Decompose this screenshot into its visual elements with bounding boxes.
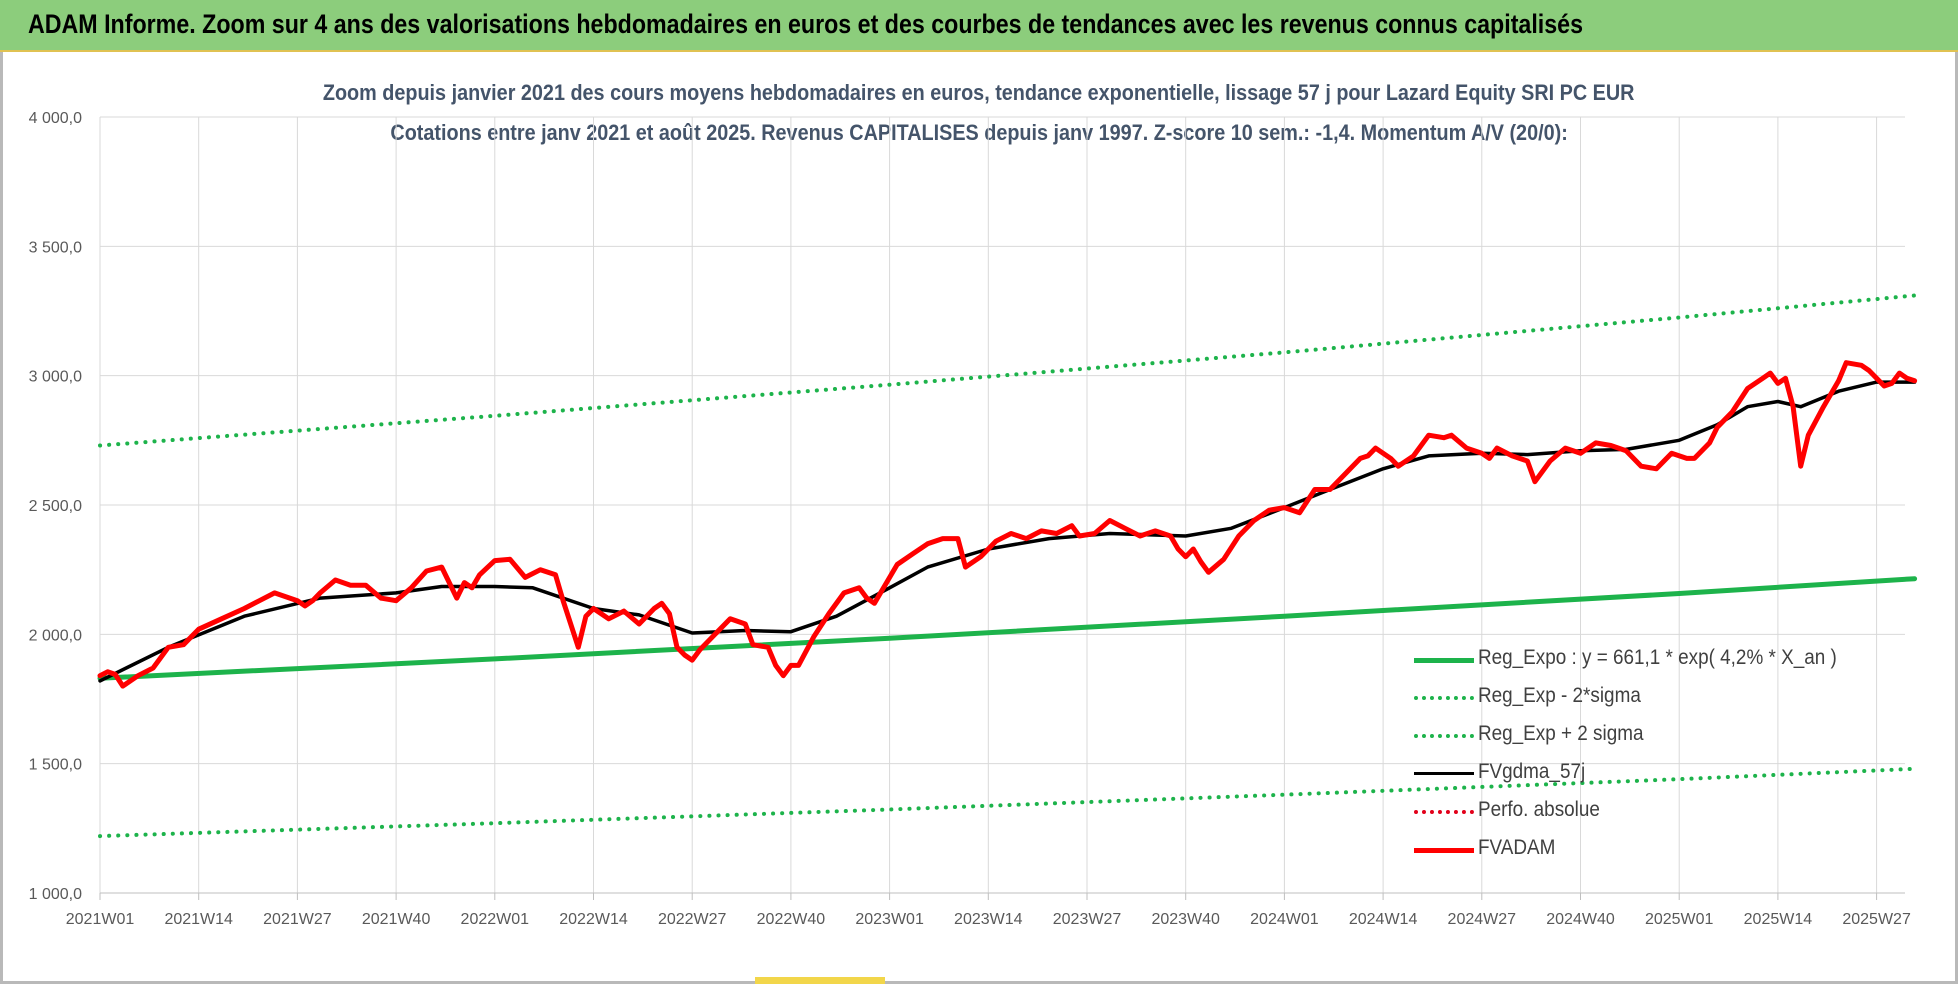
y-tick-label: 2 000,0	[29, 627, 82, 644]
x-tick-label: 2022W27	[658, 911, 727, 928]
grid-lines	[99, 116, 1905, 894]
legend-item: Perfo. absolue	[1410, 792, 1890, 830]
series-lines	[97, 293, 1918, 839]
legend-swatch	[1414, 772, 1474, 775]
x-tick-label: 2023W01	[855, 911, 924, 928]
y-tick-label: 4 000,0	[29, 110, 82, 127]
legend-item: Reg_Expo : y = 661,1 * exp( 4,2% * X_an …	[1410, 640, 1890, 678]
legend-swatch	[1414, 734, 1474, 738]
legend-label: Perfo. absolue	[1478, 798, 1600, 821]
chart-title-text: Zoom depuis janvier 2021 des cours moyen…	[323, 80, 1635, 105]
series-line-1	[98, 766, 1917, 839]
x-tick-label: 2021W14	[164, 911, 233, 928]
x-tick-label: 2025W01	[1645, 911, 1714, 928]
y-tick-label: 2 500,0	[29, 498, 82, 515]
series-line-5	[97, 360, 1918, 689]
series-line-0	[97, 576, 1918, 681]
x-tick-label: 2024W27	[1448, 911, 1517, 928]
x-tick-label: 2022W14	[559, 911, 628, 928]
x-tick-label: 2022W40	[757, 911, 826, 928]
header-banner: ADAM Informe. Zoom sur 4 ans des valoris…	[0, 0, 1958, 52]
x-axis-ticks: 2021W01 2021W14 2021W27 2021W40 2022W01 2022W…	[66, 892, 1911, 928]
series-line-2	[98, 293, 1917, 448]
x-tick-label: 2021W40	[362, 911, 431, 928]
legend-item: Reg_Exp - 2*sigma	[1410, 678, 1890, 716]
legend-item: FVADAM	[1410, 830, 1890, 868]
x-tick-label: 2023W27	[1053, 911, 1122, 928]
legend-label: FVADAM	[1478, 836, 1556, 859]
legend-item: FVgdma_57j	[1410, 754, 1890, 792]
y-tick-label: 1 500,0	[29, 757, 82, 774]
x-tick-label: 2021W01	[66, 911, 135, 928]
x-tick-label: 2023W40	[1151, 911, 1220, 928]
chart-title: Zoom depuis janvier 2021 des cours moyen…	[0, 80, 1958, 106]
legend-swatch	[1414, 810, 1474, 814]
x-tick-label: 2024W40	[1546, 911, 1615, 928]
chart-frame	[0, 52, 1958, 984]
chart-legend: Reg_Expo : y = 661,1 * exp( 4,2% * X_an …	[1410, 640, 1890, 868]
legend-label: Reg_Exp + 2 sigma	[1478, 722, 1644, 745]
legend-label: Reg_Expo : y = 661,1 * exp( 4,2% * X_an …	[1478, 646, 1837, 669]
x-tick-label: 2024W01	[1250, 911, 1319, 928]
chart-subtitle: Cotations entre janv 2021 et août 2025. …	[0, 120, 1958, 146]
y-axis-ticks: 4 000,0 3 500,0 3 000,0 2 500,0 2 000,0 1 500…	[29, 110, 82, 903]
x-tick-label: 2021W27	[263, 911, 332, 928]
legend-label: FVgdma_57j	[1478, 760, 1586, 783]
legend-swatch	[1414, 696, 1474, 700]
legend-swatch	[1414, 658, 1474, 663]
y-tick-label: 1 000,0	[29, 886, 82, 903]
x-tick-label: 2022W01	[461, 911, 530, 928]
chart-subtitle-text: Cotations entre janv 2021 et août 2025. …	[390, 120, 1568, 145]
y-tick-label: 3 500,0	[29, 239, 82, 256]
x-tick-label: 2025W14	[1744, 911, 1813, 928]
y-tick-label: 3 000,0	[29, 369, 82, 386]
legend-swatch	[1414, 848, 1474, 853]
x-tick-label: 2023W14	[954, 911, 1023, 928]
x-tick-label: 2024W14	[1349, 911, 1418, 928]
legend-label: Reg_Exp - 2*sigma	[1478, 684, 1641, 707]
legend-item: Reg_Exp + 2 sigma	[1410, 716, 1890, 754]
x-tick-label: 2025W27	[1842, 911, 1911, 928]
report-title: ADAM Informe. Zoom sur 4 ans des valoris…	[28, 9, 1583, 39]
selection-mark	[755, 977, 885, 984]
